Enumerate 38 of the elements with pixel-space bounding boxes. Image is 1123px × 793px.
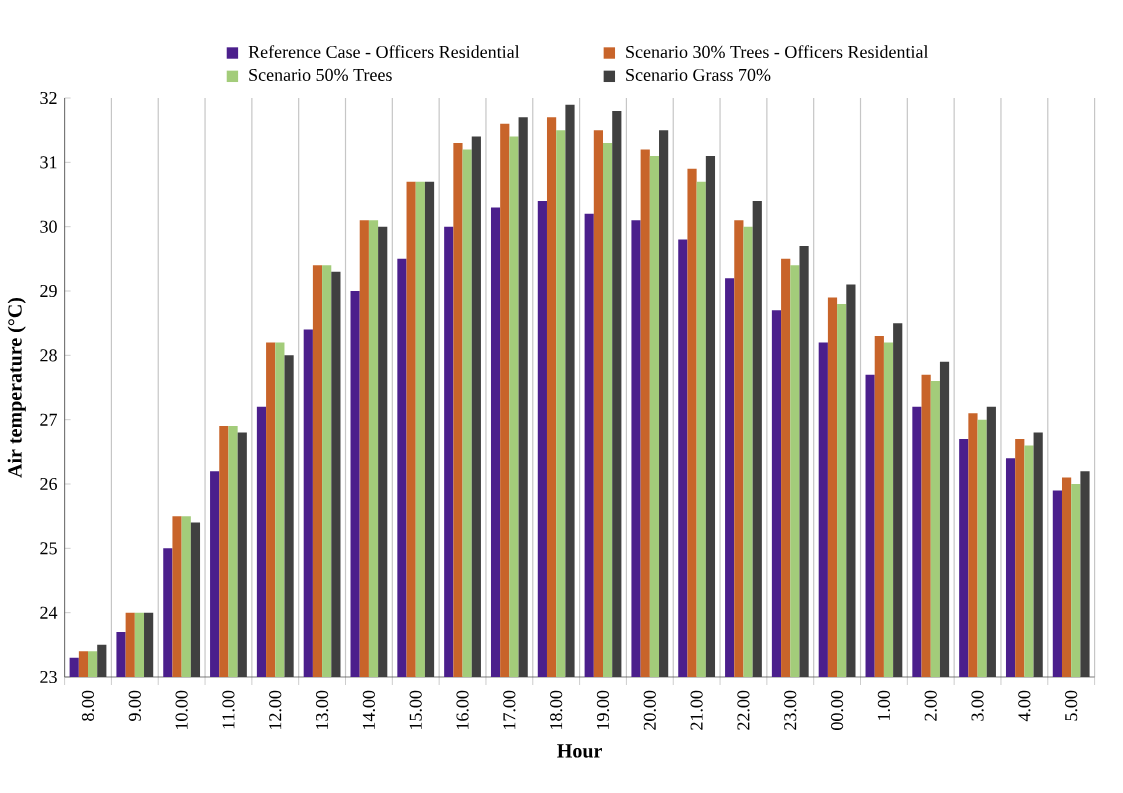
y-tick-label: 28 [40,349,57,362]
x-tick-label: 18.00 [550,690,563,729]
legend-label: Scenario 50% Trees [249,68,392,82]
x-tick-label: 19.00 [596,690,610,729]
x-tick-label: 13.00 [315,690,329,729]
y-tick-label: 29 [40,284,57,298]
x-tick-label: 20.00 [643,690,656,730]
legend-label: Scenario 30% Trees - Officers Residential [626,45,929,59]
x-tick-label: 22.00 [737,690,750,730]
x-tick-label: 10.00 [175,690,188,729]
x-tick-label: 1.00 [877,690,891,720]
x-tick-label: 4.00 [1018,690,1031,722]
y-tick-label: 23 [40,670,57,684]
x-tick-label: 21.00 [690,690,703,730]
x-tick-label: 9.00 [128,690,141,721]
x-axis-title: Hour [557,744,602,758]
x-tick-label: 23.00 [784,690,797,730]
y-tick-label: 32 [40,91,57,105]
y-tick-label: 26 [40,477,57,491]
x-tick-label: 2.00 [924,690,937,721]
y-tick-label: 27 [40,413,57,426]
y-tick-label: 25 [40,542,57,555]
y-tick-label: 24 [40,606,58,619]
x-tick-label: 17.00 [503,690,516,729]
y-axis-title: Air temperature (°C) [7,297,26,478]
legend-label: Scenario Grass 70% [626,68,771,82]
x-tick-label: 3.00 [971,690,984,721]
x-tick-label: 8.00 [81,690,95,721]
x-tick-label: 14.00 [362,690,376,729]
x-tick-label: 11.00 [222,690,235,729]
y-tick-label: 30 [40,220,57,233]
x-tick-label: 00.00 [830,690,844,730]
x-tick-label: 5.00 [1065,690,1078,721]
x-tick-label: 15.00 [409,690,422,729]
legend-label: Reference Case - Officers Residential [248,45,520,59]
x-tick-label: 16.00 [456,690,469,729]
y-tick-label: 31 [40,156,57,169]
x-tick-label: 12.00 [269,690,282,729]
